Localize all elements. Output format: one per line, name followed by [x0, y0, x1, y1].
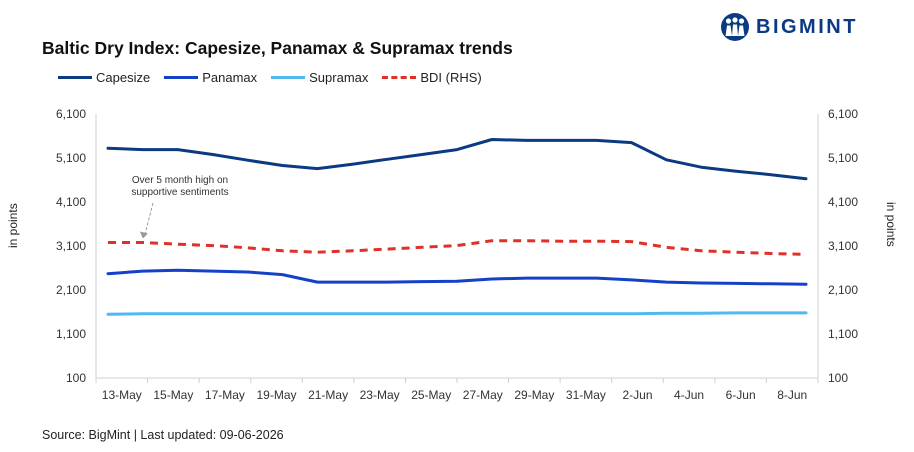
x-tick-label: 27-May	[463, 388, 503, 402]
annotation-arrowhead	[139, 231, 148, 239]
y-tick-label-right: 1,100	[828, 327, 858, 341]
legend-item-bdi: BDI (RHS)	[382, 70, 482, 85]
y-tick-label-right: 2,100	[828, 283, 858, 297]
legend-item-panamax: Panamax	[164, 70, 257, 85]
series-line-bdi-rhs	[108, 239, 807, 256]
brand-name: BIGMINT	[756, 15, 858, 38]
legend-item-capesize: Capesize	[58, 70, 150, 85]
x-tick-label: 19-May	[256, 388, 296, 402]
legend-swatch-capesize	[58, 76, 92, 79]
legend-item-supramax: Supramax	[271, 70, 368, 85]
y-tick-label-left: 100	[66, 371, 86, 385]
x-tick-label: 15-May	[153, 388, 193, 402]
y-tick-label-right: 4,100	[828, 195, 858, 209]
x-tick-label: 21-May	[308, 388, 348, 402]
legend-label-capesize: Capesize	[96, 70, 151, 85]
chart-legend: Capesize Panamax Supramax BDI (RHS)	[58, 70, 496, 85]
y-tick-label-left: 4,100	[56, 195, 86, 209]
legend-label-bdi: BDI (RHS)	[420, 70, 482, 85]
x-tick-label: 17-May	[205, 388, 245, 402]
legend-swatch-bdi	[382, 76, 417, 79]
brand-logo: BIGMINT	[720, 12, 858, 42]
legend-label-panamax: Panamax	[202, 70, 258, 85]
x-tick-label: 23-May	[360, 388, 400, 402]
x-tick-label: 2-Jun	[622, 388, 652, 402]
x-tick-label: 4-Jun	[674, 388, 704, 402]
x-tick-label: 29-May	[514, 388, 554, 402]
y-tick-label-left: 5,100	[56, 151, 86, 165]
chart-title: Baltic Dry Index: Capesize, Panamax & Su…	[42, 38, 513, 58]
y-tick-label-right: 6,100	[828, 107, 858, 121]
series-line-capesize	[106, 138, 808, 181]
y-tick-label-right: 5,100	[828, 151, 858, 165]
series-line-panamax	[106, 268, 808, 286]
annotation-leader	[144, 202, 154, 235]
y-tick-label-right: 100	[828, 371, 848, 385]
y-tick-label-left: 1,100	[56, 327, 86, 341]
annotation-text: Over 5 month high on	[132, 175, 228, 186]
annotation-text: supportive sentiments	[131, 187, 228, 198]
y-tick-label-right: 3,100	[828, 239, 858, 253]
x-tick-label: 13-May	[102, 388, 142, 402]
bigmint-logo-icon	[721, 13, 749, 41]
y-tick-label-left: 2,100	[56, 283, 86, 297]
legend-swatch-supramax	[271, 76, 306, 79]
y-tick-label-left: 3,100	[56, 239, 86, 253]
x-tick-label: 31-May	[566, 388, 606, 402]
x-tick-label: 8-Jun	[777, 388, 807, 402]
series-line-supramax	[106, 311, 808, 316]
legend-label-supramax: Supramax	[309, 70, 369, 85]
source-note: Source: BigMint | Last updated: 09-06-20…	[42, 428, 284, 442]
y-tick-label-left: 6,100	[56, 107, 86, 121]
x-tick-label: 25-May	[411, 388, 451, 402]
legend-swatch-panamax	[164, 76, 199, 79]
x-tick-label: 6-Jun	[726, 388, 756, 402]
